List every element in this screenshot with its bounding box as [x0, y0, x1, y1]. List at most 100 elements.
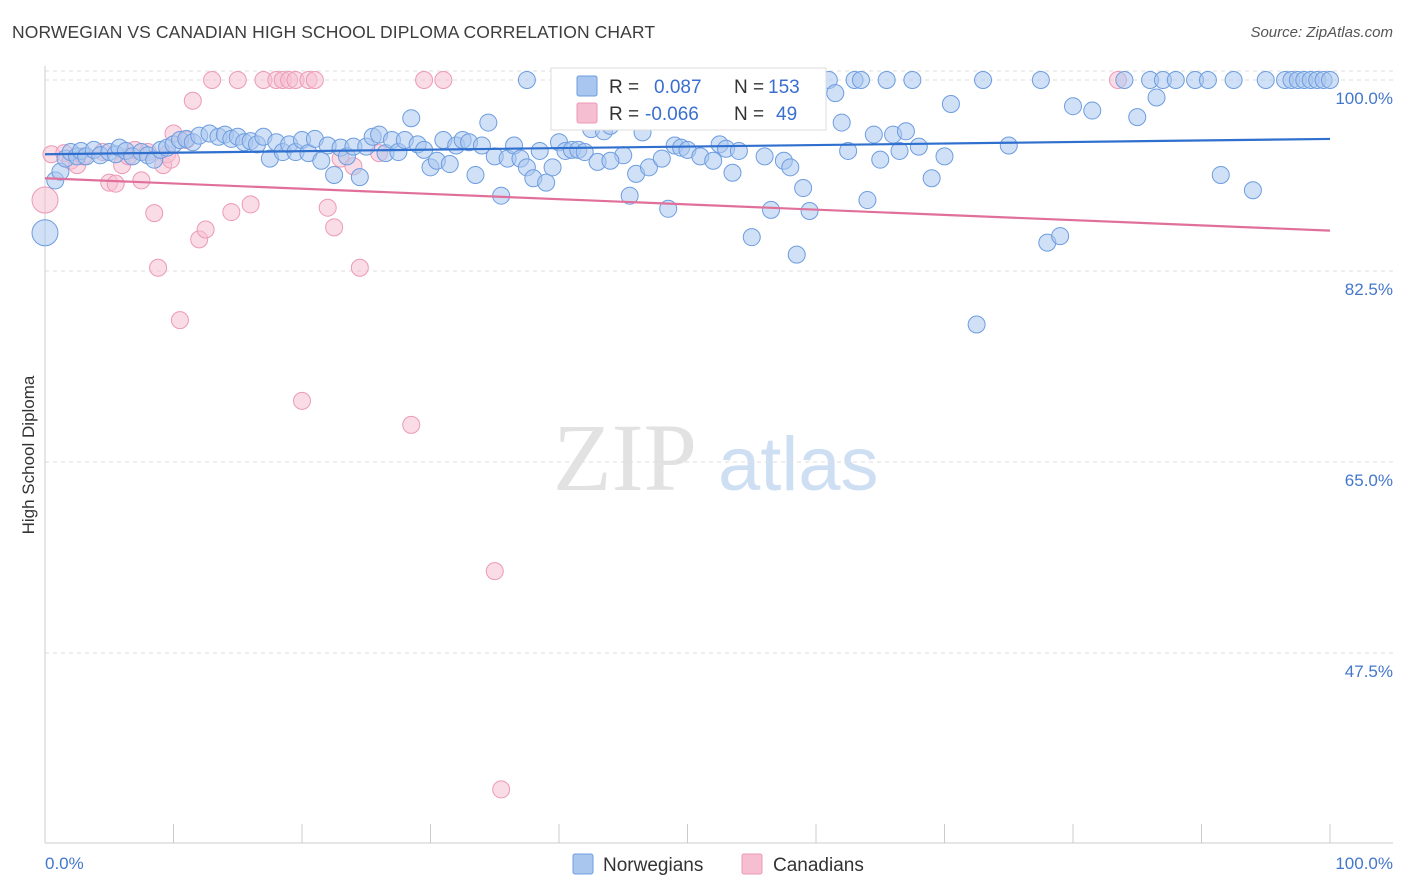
watermark-atlas: atlas	[718, 422, 879, 507]
y-tick-labels: 100.0% 82.5% 65.0% 47.5%	[1335, 89, 1393, 681]
norwegians-point-76	[530, 141, 549, 160]
norwegians-point-144	[1243, 181, 1262, 200]
x-tick-label-0: 0.0%	[45, 854, 84, 873]
canadians-point-22	[183, 91, 202, 110]
canadians-point-24	[196, 220, 215, 239]
canadians-trend-line	[44, 177, 1331, 232]
norwegians-point-161	[864, 125, 883, 144]
norwegians-point-115	[851, 71, 870, 89]
canadians-point-38	[325, 218, 344, 237]
norwegians-point-129	[1031, 71, 1050, 89]
norwegians-point-153	[1321, 71, 1339, 89]
canadians-point-36	[305, 71, 324, 89]
norwegians-point-134	[1115, 71, 1134, 89]
norwegians-point-113	[832, 113, 851, 132]
norwegians-point-109	[800, 201, 819, 220]
norwegians-point-108	[794, 179, 813, 198]
norwegians-point-125	[941, 95, 960, 114]
legend-n-label-1: N =	[734, 77, 764, 98]
norwegians-point-139	[1166, 71, 1185, 89]
norwegians-point-118	[877, 71, 896, 89]
norwegians-point-77	[537, 173, 556, 192]
norwegians-point-128	[999, 136, 1018, 155]
legend-r-label-2: R =	[609, 104, 639, 125]
norwegians-point-89	[620, 186, 639, 205]
norwegians-point-62	[440, 155, 459, 174]
canadians-point-8	[106, 174, 125, 193]
canadians-point-44	[415, 71, 434, 89]
norwegians-point-105	[762, 200, 781, 219]
chart-title: NORWEGIAN VS CANADIAN HIGH SCHOOL DIPLOM…	[12, 22, 656, 42]
canadians-point-20	[170, 311, 189, 330]
norwegians-point-143	[1224, 71, 1243, 89]
norwegians-point-66	[466, 165, 485, 184]
legend-swatch-norwegians	[576, 75, 598, 97]
norwegians-point-103	[742, 228, 761, 247]
norwegians-point-145	[1256, 71, 1275, 89]
y-tick-label-3: 47.5%	[1345, 662, 1393, 681]
canadians-point-43	[402, 415, 421, 434]
canadians-point-14	[145, 204, 164, 223]
x-tick-labels: 0.0% 100.0%	[45, 854, 1393, 873]
canadians-point-46	[485, 562, 504, 581]
norwegians-point-160	[839, 141, 858, 160]
norwegians-point-122	[909, 137, 928, 156]
canadians-point-0	[31, 186, 59, 214]
norwegians-point-123	[922, 169, 941, 188]
norwegians-point-133	[1083, 101, 1102, 120]
legend-n-value-2: 49	[776, 104, 797, 125]
legend-r-value-1: 0.087	[654, 77, 702, 98]
norwegians-point-117	[871, 150, 890, 169]
norwegians-point-142	[1211, 165, 1230, 184]
norwegians-point-116	[858, 191, 877, 210]
legend-swatch-canadians	[576, 102, 598, 124]
canadians-point-28	[241, 195, 260, 214]
norwegians-point-44	[325, 165, 344, 184]
norwegians-point-78	[543, 158, 562, 177]
canadians-point-27	[228, 71, 247, 89]
canadians-point-12	[132, 171, 151, 190]
trend-lines	[44, 137, 1331, 232]
y-tick-label-0: 100.0%	[1335, 89, 1393, 108]
norwegians-point-159	[781, 158, 800, 177]
canadians-point-34	[293, 391, 311, 410]
norwegians-trend-line	[44, 137, 1331, 156]
norwegians-point-135	[1128, 108, 1147, 127]
canadians-point-25	[203, 71, 222, 89]
norwegians-point-158	[723, 163, 742, 182]
norwegians-point-104	[755, 147, 774, 166]
norwegians-point-42	[312, 151, 331, 170]
y-axis-title: High School Diploma	[19, 375, 38, 534]
y-tick-label-1: 82.5%	[1345, 280, 1393, 299]
norwegians-point-107	[787, 245, 806, 264]
watermark-zip: ZIP	[553, 404, 697, 511]
norwegians-point-137	[1147, 88, 1166, 107]
canadians-point-45	[434, 71, 453, 89]
norwegians-point-0	[31, 219, 59, 247]
norwegians-point-131	[1051, 227, 1070, 246]
norwegians-point-99	[704, 151, 723, 170]
stats-legend: R = 0.087 N = 153 R = -0.066 N = 49	[550, 67, 827, 131]
canadians-point-47	[492, 780, 511, 799]
norwegians-point-162	[896, 122, 915, 141]
norwegians-point-48	[350, 168, 369, 187]
norwegians-point-157	[517, 71, 536, 89]
legend-n-value-1: 153	[768, 77, 800, 98]
bottom-legend-norwegians: Norwegians	[603, 855, 703, 876]
canadians-point-26	[222, 203, 241, 222]
x-tick-label-1: 100.0%	[1335, 854, 1393, 873]
norwegians-point-141	[1198, 71, 1217, 89]
norwegians-point-68	[479, 113, 498, 132]
norwegians-point-127	[974, 71, 993, 89]
y-tick-label-2: 65.0%	[1345, 471, 1393, 490]
canadians-point-15	[149, 258, 168, 277]
legend-n-label-2: N =	[734, 104, 764, 125]
norwegians-point-93	[652, 149, 671, 168]
bottom-legend-swatch-canadians	[741, 853, 763, 875]
norwegians-point-112	[826, 84, 845, 103]
norwegians-point-124	[935, 147, 954, 166]
norwegians-point-126	[967, 315, 986, 334]
norwegians-point-92	[639, 158, 658, 177]
legend-r-label-1: R =	[609, 77, 639, 98]
